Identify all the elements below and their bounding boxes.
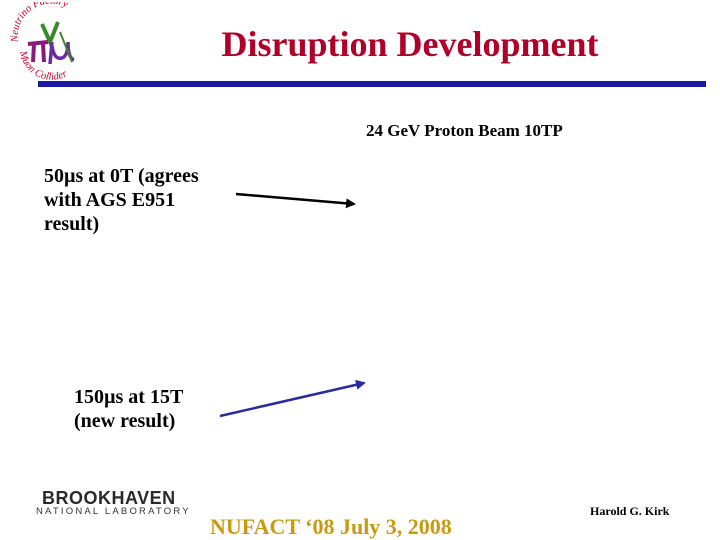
annotation-0t-line1: 50µs at 0T (agrees (44, 165, 199, 187)
beam-label: 24 GeV Proton Beam 10TP (366, 121, 563, 140)
annotation-0t: 50µs at 0T (agrees with AGS E951 result) (44, 164, 254, 236)
conference-footer: NUFACT ‘08 July 3, 2008 (210, 514, 452, 539)
slide-title: Disruption Development (221, 24, 599, 64)
annotation-15t-line2: (new result) (74, 410, 176, 432)
annotation-0t-line2: with AGS E951 (44, 189, 176, 211)
logo-top-text: Neutrino Factory (9, 0, 69, 43)
brookhaven-subtitle: NATIONAL LABORATORY (36, 506, 191, 517)
title-divider (38, 81, 706, 87)
annotation-15t: 150µs at 15T (new result) (74, 385, 274, 433)
annotation-0t-line3: result) (44, 213, 100, 235)
brookhaven-logo: BROOKHAVEN NATIONAL LABORATORY (34, 488, 194, 518)
author-footer: Harold G. Kirk (590, 504, 670, 518)
brookhaven-name: BROOKHAVEN (42, 488, 176, 508)
neutrino-factory-logo: Neutrino Factory Muon Collider (6, 0, 94, 84)
svg-text:Neutrino Factory: Neutrino Factory (9, 2, 69, 43)
annotation-15t-line1: 150µs at 15T (74, 386, 184, 408)
